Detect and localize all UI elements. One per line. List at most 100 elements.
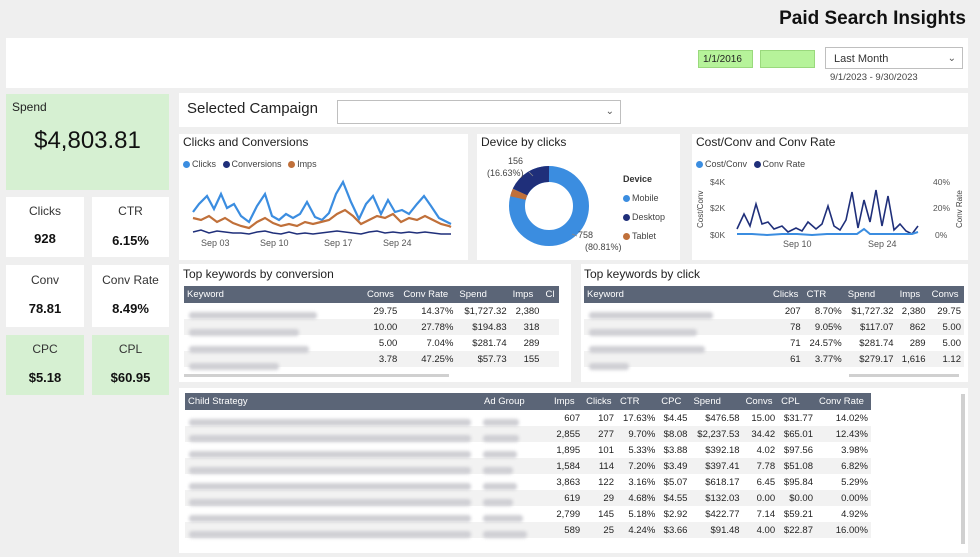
end-date-input[interactable]	[760, 50, 815, 68]
kw-conversion-table-card: Top keywords by conversion Keyword Convs…	[179, 264, 571, 382]
cell	[542, 319, 559, 335]
cell: 3.16%	[628, 476, 656, 488]
col-ad-group[interactable]: Ad Group	[481, 393, 551, 410]
cell: 4.24%	[617, 522, 659, 538]
cell: 277	[583, 426, 617, 442]
col-clicks[interactable]: Cl	[542, 286, 559, 303]
cell: 14.37%	[421, 305, 454, 317]
kw-click-table: Keyword Clicks CTR Spend Imps Convs 207 8…	[584, 286, 964, 367]
horizontal-scrollbar[interactable]	[184, 374, 449, 377]
table-row[interactable]: 2,799 145 5.18% $2.92 $422.77 7.14 $59.21 4.92%	[185, 506, 871, 522]
kpi-conv-rate-value: 8.49%	[112, 301, 149, 316]
col-clicks[interactable]: Clicks	[583, 393, 617, 410]
chevron-down-icon: ⌄	[605, 106, 614, 117]
col-keyword[interactable]: Keyword	[584, 286, 770, 303]
legend-tablet: Tablet	[632, 231, 657, 241]
col-keyword[interactable]: Keyword	[184, 286, 364, 303]
col-ctr[interactable]: CTR	[803, 286, 845, 303]
chart-legend: Clicks Conversions Imps	[183, 159, 317, 169]
col-spend[interactable]: Spend	[456, 286, 510, 303]
legend-mobile: Mobile	[632, 193, 659, 203]
legend-cost-conv: Cost/Conv	[705, 159, 748, 169]
cell: 2,855	[551, 426, 584, 442]
table-row[interactable]: 3,863 122 3.16% $5.07 $618.17 6.45 $95.84 5.29%	[185, 474, 871, 490]
col-ctr[interactable]: CTR	[617, 393, 659, 410]
kpi-ctr-label: CTR	[118, 204, 143, 218]
table-row[interactable]: 3.78 47.25% $57.73 155	[184, 351, 559, 367]
period-range: 9/1/2023 - 9/30/2023	[830, 72, 918, 83]
kpi-cpl: CPL $60.95	[92, 335, 169, 395]
y-tick-right: 40%	[933, 177, 950, 187]
period-dropdown[interactable]: Last Month ⌄	[825, 47, 963, 69]
cell: 145	[598, 508, 614, 520]
table-row[interactable]: 71 24.57% $281.74 289 5.00	[584, 335, 964, 351]
chart-title: Device by clicks	[481, 135, 567, 149]
y-axis-left-label: Cost/Conv	[696, 191, 705, 228]
col-imps[interactable]: Imps	[551, 393, 584, 410]
legend-imps: Imps	[297, 159, 317, 169]
page-title: Paid Search Insights	[779, 8, 966, 29]
table-row[interactable]: 10.00 27.78% $194.83 318	[184, 319, 559, 335]
period-dropdown-value: Last Month	[834, 53, 889, 65]
legend-conversions: Conversions	[231, 159, 282, 169]
chevron-down-icon: ⌄	[947, 53, 956, 64]
table-row[interactable]: 5.00 7.04% $281.74 289	[184, 335, 559, 351]
cell: 862	[896, 319, 929, 335]
donut-label-mobile-pct: (80.81%)	[585, 242, 622, 252]
cell: 0.00%	[815, 490, 871, 506]
cell: $2,237.53	[690, 426, 743, 442]
vertical-scrollbar[interactable]	[961, 394, 965, 544]
campaign-dropdown[interactable]: ⌄	[337, 100, 621, 124]
cell: $422.77	[705, 508, 740, 520]
filter-bar	[6, 38, 968, 88]
col-clicks[interactable]: Clicks	[770, 286, 804, 303]
col-conv-rate[interactable]: Conv Rate	[400, 286, 457, 303]
donut-label-desktop-pct: (16.63%)	[487, 168, 524, 178]
kw-click-table-card: Top keywords by click Keyword Clicks CTR…	[581, 264, 968, 382]
table-row[interactable]: 607 107 17.63% $4.45 $476.58 15.00 $31.77 14.02…	[185, 410, 871, 426]
donut-label-mobile-value: 758	[578, 230, 593, 240]
cell: 61	[770, 351, 804, 367]
kpi-conv-label: Conv	[30, 273, 59, 287]
legend-title: Device	[623, 174, 653, 184]
redacted-keyword	[189, 363, 279, 370]
col-imps[interactable]: Imps	[896, 286, 929, 303]
col-convs[interactable]: Convs	[742, 393, 779, 410]
cell: $59.21	[783, 508, 813, 520]
start-date-input[interactable]: 1/1/2016	[698, 50, 753, 68]
redacted-strategy	[189, 467, 471, 474]
redacted-strategy	[189, 451, 471, 458]
redacted-adgroup	[483, 531, 527, 538]
table-row[interactable]: 1,895 101 5.33% $3.88 $392.18 4.02 $97.56 3.98%	[185, 442, 871, 458]
cost-conv-lines: Cost/Conv Conv Rate $4K $2K $0K 40% 20% …	[696, 177, 964, 249]
cell: $5.07	[663, 476, 688, 488]
cell: 589	[551, 522, 584, 538]
table-row[interactable]: 207 8.70% $1,727.32 2,380 29.75	[584, 303, 964, 319]
cell: $392.18	[705, 444, 740, 456]
cell: $97.56	[783, 444, 813, 456]
cell: 24.57%	[809, 337, 842, 349]
col-conv-rate[interactable]: Conv Rate	[815, 393, 871, 410]
horizontal-scrollbar[interactable]	[849, 374, 959, 377]
col-spend[interactable]: Spend	[690, 393, 743, 410]
table-row[interactable]: 61 3.77% $279.17 1,616 1.12	[584, 351, 964, 367]
cell: $397.41	[690, 458, 743, 474]
cell: 289	[523, 337, 540, 349]
table-row[interactable]: 29.75 14.37% $1,727.32 2,380	[184, 303, 559, 319]
donut-slice-tablet	[510, 188, 528, 200]
redacted-strategy	[189, 419, 471, 426]
col-cpl[interactable]: CPL	[778, 393, 816, 410]
cell: $65.01	[778, 426, 816, 442]
col-convs[interactable]: Convs	[928, 286, 964, 303]
cell: 16.00%	[815, 522, 871, 538]
col-spend[interactable]: Spend	[844, 286, 897, 303]
legend-desktop: Desktop	[632, 212, 666, 222]
col-convs[interactable]: Convs	[364, 286, 401, 303]
cell: 29.75	[373, 305, 398, 317]
redacted-strategy	[189, 531, 471, 538]
col-child-strategy[interactable]: Child Strategy	[185, 393, 481, 410]
redacted-keyword	[589, 312, 713, 319]
col-imps[interactable]: Imps	[509, 286, 543, 303]
cell: 3.77%	[803, 351, 845, 367]
col-cpc[interactable]: CPC	[658, 393, 691, 410]
